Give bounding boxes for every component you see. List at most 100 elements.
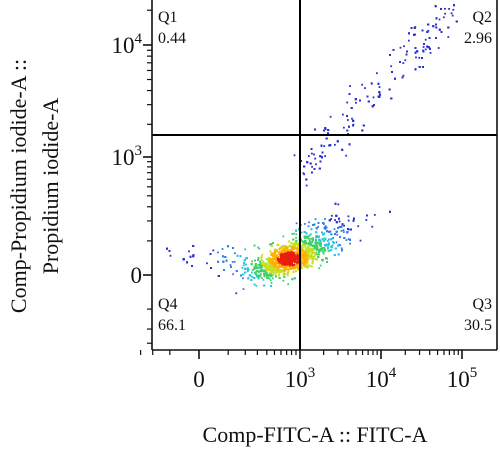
event-dot <box>260 270 263 273</box>
event-dot <box>288 265 290 267</box>
event-dot <box>306 266 308 269</box>
event-dot <box>291 232 294 235</box>
event-dot <box>394 77 396 80</box>
event-dot <box>255 284 258 287</box>
event-dot <box>303 165 306 168</box>
event-dot <box>292 248 294 250</box>
event-dot <box>301 240 303 242</box>
event-dot <box>259 260 261 263</box>
event-dot <box>332 237 334 239</box>
event-dot <box>319 240 322 243</box>
event-dot <box>287 253 289 256</box>
event-dot <box>349 85 351 87</box>
event-dot <box>342 229 345 231</box>
event-dot <box>352 124 354 127</box>
event-dot <box>296 263 299 266</box>
event-dot <box>313 223 316 226</box>
event-dot <box>422 50 425 53</box>
event-dot <box>235 270 238 272</box>
event-dot <box>444 7 446 10</box>
event-dot <box>327 132 329 135</box>
event-dot <box>329 230 332 233</box>
event-dot <box>272 267 275 270</box>
event-dot <box>271 267 274 269</box>
event-dot <box>262 261 265 264</box>
event-dot <box>324 228 327 230</box>
event-dot <box>402 74 405 77</box>
event-dot <box>287 245 290 248</box>
event-dot <box>310 254 313 257</box>
event-dot <box>410 27 413 29</box>
event-dot <box>257 259 259 261</box>
event-dot <box>310 148 313 150</box>
event-dot <box>275 275 277 278</box>
event-dot <box>346 129 348 132</box>
event-dot <box>313 245 315 247</box>
event-dot <box>304 247 307 249</box>
event-dot <box>279 261 282 263</box>
event-dot <box>334 202 337 205</box>
event-dot <box>257 277 260 280</box>
event-dot <box>278 261 281 264</box>
event-dot <box>315 239 317 242</box>
event-dot <box>320 144 323 147</box>
event-dot <box>378 96 381 98</box>
event-dot <box>378 86 381 88</box>
event-dot <box>326 261 328 263</box>
event-dot <box>404 59 407 62</box>
cell-events <box>166 4 458 295</box>
event-dot <box>317 225 320 228</box>
event-dot <box>271 259 273 261</box>
event-dot <box>330 249 333 251</box>
event-dot <box>272 263 275 266</box>
event-dot <box>296 261 299 264</box>
event-dot <box>347 215 350 218</box>
event-dot <box>429 47 431 50</box>
event-dot <box>272 242 274 244</box>
event-dot <box>236 254 239 257</box>
event-dot <box>270 245 273 247</box>
event-dot <box>265 274 268 276</box>
event-dot <box>295 255 298 258</box>
event-dot <box>308 234 311 237</box>
event-dot <box>427 29 430 32</box>
event-dot <box>306 258 309 261</box>
event-dot <box>300 264 303 266</box>
event-dot <box>235 292 238 295</box>
event-dot <box>284 266 286 269</box>
event-dot <box>169 254 172 257</box>
event-dot <box>288 268 291 270</box>
event-dot <box>350 107 353 109</box>
event-dot <box>283 255 285 258</box>
event-dot <box>346 115 348 117</box>
event-dot <box>455 20 458 23</box>
event-dot <box>421 29 424 32</box>
event-dot <box>276 267 279 270</box>
event-dot <box>323 145 326 147</box>
event-dot <box>262 263 264 266</box>
event-dot <box>278 277 281 279</box>
event-dot <box>188 250 190 253</box>
event-dot <box>293 248 296 250</box>
event-dot <box>288 245 291 248</box>
event-dot <box>282 245 284 247</box>
event-dot <box>259 266 262 269</box>
event-dot <box>355 101 357 104</box>
event-dot <box>284 250 287 253</box>
event-dot <box>266 275 269 277</box>
event-dot <box>283 271 285 274</box>
event-dot <box>377 82 380 85</box>
event-dot <box>259 273 262 275</box>
event-dot <box>315 235 318 238</box>
event-dot <box>309 233 312 236</box>
event-dot <box>314 157 317 160</box>
event-dot <box>311 258 314 261</box>
event-dot <box>318 267 321 270</box>
event-dot <box>341 223 344 226</box>
event-dot <box>324 127 327 129</box>
event-dot <box>287 270 290 273</box>
event-dot <box>260 268 263 271</box>
event-dot <box>435 37 437 39</box>
event-dot <box>244 248 247 251</box>
